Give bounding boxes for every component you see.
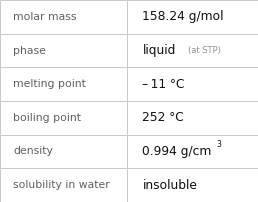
Text: phase: phase <box>13 45 46 56</box>
Text: 3: 3 <box>216 140 221 149</box>
Text: liquid: liquid <box>142 44 176 57</box>
Text: – 11 °C: – 11 °C <box>142 78 185 91</box>
Text: molar mass: molar mass <box>13 12 76 22</box>
Text: melting point: melting point <box>13 79 86 89</box>
Text: 0.994 g/cm: 0.994 g/cm <box>142 145 212 158</box>
Text: (at STP): (at STP) <box>188 46 220 55</box>
Text: 158.24 g/mol: 158.24 g/mol <box>142 10 224 23</box>
Text: solubility in water: solubility in water <box>13 180 110 190</box>
Text: 252 °C: 252 °C <box>142 111 184 124</box>
Text: insoluble: insoluble <box>142 179 197 192</box>
Text: boiling point: boiling point <box>13 113 81 123</box>
Text: density: density <box>13 146 53 157</box>
